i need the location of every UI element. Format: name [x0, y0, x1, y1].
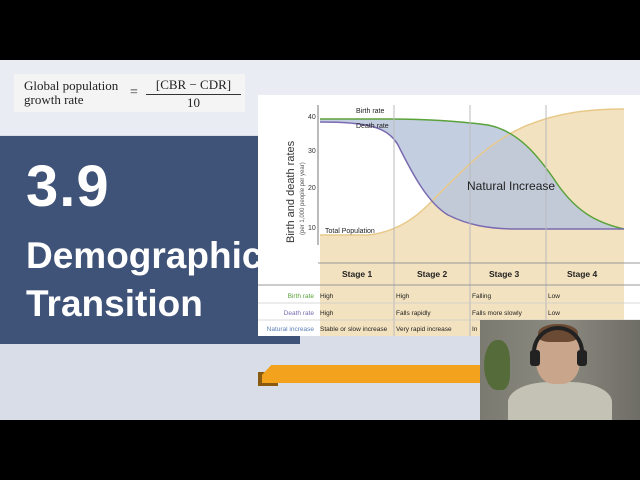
row-label-increase: Natural increase: [267, 326, 315, 333]
demographic-chart-panel: 40 30 20 10 Birth and death rates (per 1…: [258, 95, 640, 336]
headphone-right-cup: [577, 350, 587, 366]
formula-left-line2: growth rate: [24, 92, 84, 107]
cell-birth-4: Low: [548, 293, 560, 300]
cell-increase-2: Very rapid increase: [396, 326, 452, 333]
stage-2-label: Stage 2: [417, 269, 448, 279]
webcam-overlay: [480, 320, 640, 420]
title-line1: Demographic: [26, 235, 263, 276]
formula-equals: =: [130, 85, 138, 100]
webcam-plant: [484, 340, 510, 390]
cell-death-4: Low: [548, 310, 560, 317]
presentation-slide: Global population growth rate = [CBR − C…: [0, 60, 640, 420]
y-tick-20: 20: [308, 185, 316, 192]
formula-denominator: 10: [187, 95, 200, 110]
stage-3-label: Stage 3: [489, 269, 520, 279]
stage-1-label: Stage 1: [342, 269, 373, 279]
cell-birth-2: High: [396, 293, 410, 300]
demographic-chart: 40 30 20 10 Birth and death rates (per 1…: [258, 105, 640, 336]
cell-birth-1: High: [320, 293, 334, 300]
row-label-birth: Birth rate: [288, 293, 315, 300]
orange-accent-bar: [262, 365, 492, 383]
cell-death-1: High: [320, 310, 334, 317]
cell-death-3: Falls more slowly: [472, 310, 523, 317]
natural-increase-area: [320, 119, 624, 229]
natural-increase-label: Natural Increase: [467, 179, 555, 193]
y-axis-sublabel: (per 1,000 people per year): [300, 162, 306, 235]
y-tick-10: 10: [308, 225, 316, 232]
y-axis-label: Birth and death rates: [285, 140, 297, 243]
section-number: 3.9: [26, 154, 110, 219]
death-rate-line: [319, 121, 624, 230]
title-panel: [0, 136, 300, 344]
birth-rate-line: [320, 118, 625, 230]
y-tick-30: 30: [308, 148, 316, 155]
headphones-icon: [532, 326, 584, 356]
row-label-death: Death rate: [284, 310, 315, 317]
cell-birth-3: Falling: [472, 293, 492, 300]
total-population-label: Total Population: [325, 228, 375, 235]
title-line2: Transition: [26, 283, 203, 324]
cell-death-2: Falls rapidly: [396, 310, 431, 317]
stage-4-label: Stage 4: [567, 269, 598, 279]
formula-numerator: [CBR − CDR]: [146, 77, 241, 95]
y-tick-40: 40: [308, 114, 316, 121]
death-rate-label: Death rate: [356, 123, 389, 130]
birth-rate-label: Birth rate: [356, 108, 385, 115]
formula-left-line1: Global population: [24, 78, 119, 93]
cell-increase-3: In: [472, 326, 478, 333]
headphone-left-cup: [530, 350, 540, 366]
cell-increase-1: Stable or slow increase: [320, 326, 388, 333]
webcam-presenter-body: [508, 382, 612, 420]
formula-box: Global population growth rate = [CBR − C…: [14, 74, 245, 112]
formula-left: Global population growth rate: [24, 79, 118, 107]
population-line: [320, 108, 625, 236]
